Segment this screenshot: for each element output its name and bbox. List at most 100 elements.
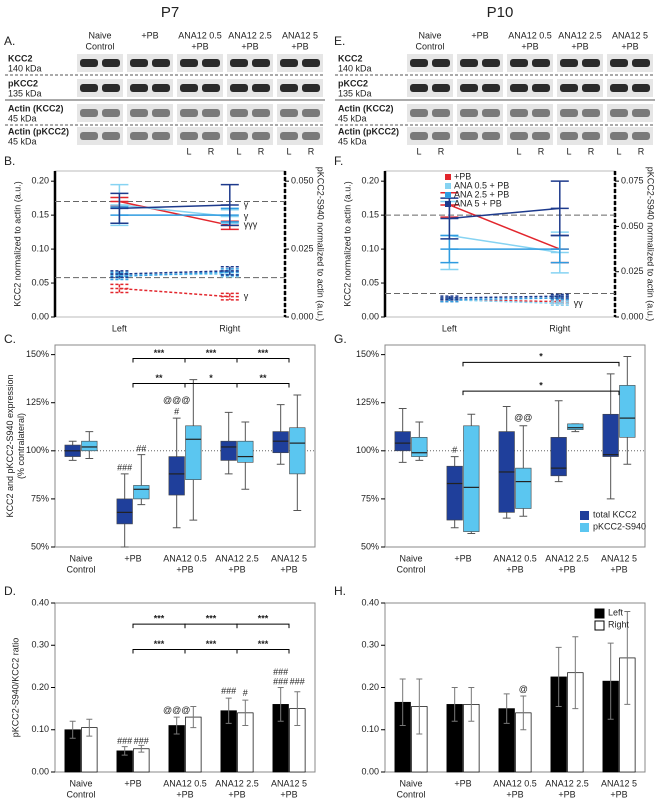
significance-bracket [184, 357, 238, 363]
lane-label: L [236, 146, 241, 156]
box [116, 498, 133, 525]
y-tick-label: 0.05 [31, 277, 49, 287]
blot-panel [227, 104, 273, 122]
error-bar [550, 234, 569, 264]
blot-band [432, 109, 450, 117]
significance-bracket [184, 382, 238, 388]
significance-label: *** [154, 348, 165, 358]
box [567, 423, 584, 430]
blot-band [252, 59, 270, 67]
row-label: 45 kDa [338, 113, 367, 123]
blot-band [632, 59, 650, 67]
blot-panel [227, 127, 273, 145]
blot-band [460, 109, 478, 117]
x-tick-label: Naive [399, 553, 422, 563]
row-label: 45 kDa [338, 136, 367, 146]
row-label: 140 kDa [338, 63, 372, 73]
y-tick-label: 0.000 [291, 311, 314, 321]
group-label: +PB [291, 41, 308, 51]
significance-bracket [132, 357, 186, 363]
blot-panel [607, 127, 653, 145]
lane-label: R [638, 146, 645, 156]
y-tick-label: 0.10 [31, 724, 49, 734]
blot-band [410, 132, 428, 140]
significance-label: ** [155, 373, 163, 383]
error-bar [277, 687, 284, 722]
blot-band [202, 59, 220, 67]
significance-bracket [236, 623, 290, 629]
group-label: +PB [191, 41, 208, 51]
x-tick-label: +PB [228, 564, 245, 574]
error-bar [173, 716, 180, 735]
blot-panel [457, 104, 503, 122]
y-tick-label: 75% [361, 493, 379, 503]
box [185, 425, 202, 480]
box [168, 456, 185, 496]
x-tick-label: Left [442, 323, 458, 333]
blot-band [180, 109, 198, 117]
significance-bracket [462, 390, 620, 396]
annotation: γ [244, 211, 249, 221]
error-bar [451, 687, 458, 722]
x-tick-label: Naive [69, 553, 92, 563]
box [81, 440, 98, 452]
blot-band [560, 59, 578, 67]
significance-label: *** [258, 614, 269, 624]
x-tick-label: ANA12 5 [271, 778, 307, 788]
x-tick-label: +PB [454, 778, 471, 788]
blot-band [152, 84, 170, 92]
blot-band [510, 84, 528, 92]
row-label: 45 kDa [8, 136, 37, 146]
blot-band [252, 84, 270, 92]
series-line [119, 200, 230, 227]
x-tick-label: +PB [610, 789, 627, 799]
legend-label: Left [608, 607, 624, 617]
blot-panel [277, 104, 323, 122]
legend-swatch [594, 620, 605, 631]
blot-band [482, 132, 500, 140]
x-tick-label: +PB [454, 553, 471, 563]
y-tick-label: 75% [31, 493, 49, 503]
panel-letter: E. [334, 34, 345, 48]
blot-panel [407, 127, 453, 145]
lane-label: R [258, 146, 265, 156]
blot-band [302, 84, 320, 92]
error-bar [138, 744, 145, 753]
error-bar [121, 746, 128, 756]
box [619, 385, 636, 438]
y-tick-label: 0.20 [361, 176, 379, 186]
plot-frame [384, 344, 646, 548]
group-label: +PB [621, 41, 638, 51]
blot-panel [557, 79, 603, 97]
y-tick-label: 0.075 [621, 176, 644, 186]
x-tick-label: Right [549, 323, 571, 333]
y-tick-label: 0.30 [31, 640, 49, 650]
significance-bracket [184, 648, 238, 654]
legend-label: pKCC2-S940 [593, 521, 646, 531]
error-bar [399, 678, 406, 727]
blot-band [460, 84, 478, 92]
blot-panel [557, 54, 603, 72]
annotation: ### [273, 676, 288, 686]
significance-label: * [539, 381, 543, 391]
blot-band [532, 84, 550, 92]
blot-band [632, 109, 650, 117]
error-bar [624, 610, 631, 705]
y-tick-label: 0.00 [361, 311, 379, 321]
error-bar [555, 646, 562, 708]
blot-panel [277, 54, 323, 72]
significance-bracket [132, 648, 186, 654]
blot-band [532, 132, 550, 140]
annotation: γγ [574, 298, 584, 308]
y-tick-label: 0.40 [361, 597, 379, 607]
y-axis-label: pKCC2-S940/KCC2 ratio [10, 638, 20, 738]
blot-band [252, 109, 270, 117]
lane-label: L [286, 146, 291, 156]
annotation: # [174, 407, 179, 417]
y-tick-label: 0.40 [31, 597, 49, 607]
row-label: Actin (KCC2) [338, 103, 394, 113]
x-tick-label: +PB [610, 564, 627, 574]
series-line [119, 204, 230, 210]
blot-panel [277, 127, 323, 145]
y-tick-label: 0.10 [361, 243, 379, 253]
